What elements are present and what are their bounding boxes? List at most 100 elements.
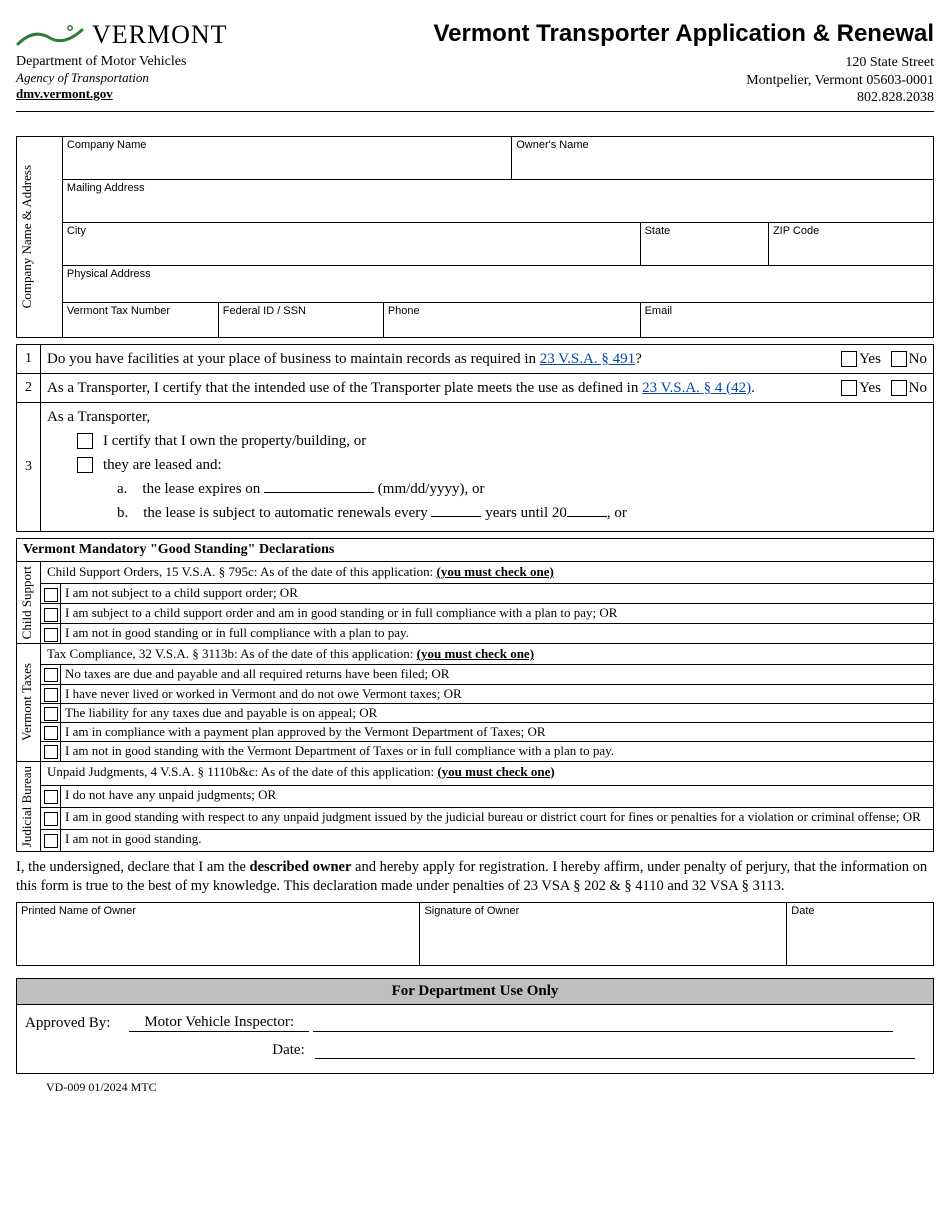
- q3-intro: As a Transporter,: [47, 405, 927, 429]
- signature-label: Signature of Owner: [420, 903, 786, 917]
- q1-cell: Do you have facilities at your place of …: [41, 344, 934, 373]
- city-cell[interactable]: City: [62, 222, 640, 265]
- company-address-table: Company Name & Address Company Name Owne…: [16, 136, 934, 338]
- form-title: Vermont Transporter Application & Renewa…: [433, 20, 934, 48]
- dept-use-header: For Department Use Only: [16, 978, 934, 1005]
- company-name-label: Company Name: [63, 137, 511, 151]
- child-support-header: Child Support Orders, 15 V.S.A. § 795c: …: [41, 562, 934, 584]
- fed-id-label: Federal ID / SSN: [219, 303, 383, 317]
- q3-lease-date-blank[interactable]: [264, 479, 374, 493]
- dept-use-body: Approved By: Motor Vehicle Inspector: Da…: [16, 1005, 934, 1074]
- q3-opt1: I certify that I own the property/buildi…: [103, 429, 366, 453]
- header: VERMONT Department of Motor Vehicles Age…: [16, 20, 934, 112]
- address-line2: Montpelier, Vermont 05603-0001: [433, 72, 934, 90]
- header-right: Vermont Transporter Application & Renewa…: [433, 20, 934, 107]
- mvi-line[interactable]: Motor Vehicle Inspector:: [129, 1016, 309, 1032]
- judicial-header: Unpaid Judgments, 4 V.S.A. § 1110b&c: As…: [41, 761, 934, 785]
- email-label: Email: [641, 303, 933, 317]
- jb-opt1-checkbox[interactable]: [44, 790, 58, 804]
- cs-opt1: I am not subject to a child support orde…: [61, 583, 934, 603]
- state-label: State: [641, 223, 768, 237]
- q3-own-checkbox[interactable]: [77, 433, 93, 449]
- mailing-address-cell[interactable]: Mailing Address: [62, 179, 933, 222]
- jb-opt3-checkbox[interactable]: [44, 834, 58, 848]
- department-name: Department of Motor Vehicles: [16, 54, 228, 70]
- mvi-blank[interactable]: [313, 1016, 893, 1032]
- good-standing-table: Vermont Mandatory "Good Standing" Declar…: [16, 538, 934, 852]
- q1-yes-checkbox[interactable]: [841, 351, 857, 367]
- tax-opt3-checkbox[interactable]: [44, 707, 58, 721]
- address-line1: 120 State Street: [433, 54, 934, 72]
- q3-opt2: they are leased and:: [103, 453, 222, 477]
- tax-opt5-checkbox[interactable]: [44, 745, 58, 759]
- zip-label: ZIP Code: [769, 223, 933, 237]
- cs-opt3: I am not in good standing or in full com…: [61, 624, 934, 644]
- tax-opt1: No taxes are due and payable and all req…: [61, 665, 934, 684]
- q3-number: 3: [17, 403, 41, 532]
- date-cell[interactable]: Date: [787, 902, 934, 965]
- owner-name-cell[interactable]: Owner's Name: [512, 136, 934, 179]
- zip-cell[interactable]: ZIP Code: [768, 222, 933, 265]
- agency-name: Agency of Transportation: [16, 70, 228, 86]
- vt-tax-cell[interactable]: Vermont Tax Number: [62, 302, 218, 337]
- q2-text: As a Transporter, I certify that the int…: [47, 378, 755, 398]
- printed-name-cell[interactable]: Printed Name of Owner: [17, 902, 420, 965]
- vermont-logo-icon: [16, 22, 86, 50]
- dept-row2: Date:: [25, 1042, 925, 1059]
- header-left: VERMONT Department of Motor Vehicles Age…: [16, 20, 228, 102]
- form-footer: VD-009 01/2024 MTC: [46, 1080, 934, 1095]
- tax-opt4-checkbox[interactable]: [44, 726, 58, 740]
- cs-opt2: I am subject to a child support order an…: [61, 604, 934, 624]
- email-cell[interactable]: Email: [640, 302, 933, 337]
- address-block: 120 State Street Montpelier, Vermont 056…: [433, 54, 934, 107]
- q1-number: 1: [17, 344, 41, 373]
- child-support-vlabel: Child Support: [17, 562, 37, 643]
- good-standing-header: Vermont Mandatory "Good Standing" Declar…: [17, 539, 934, 562]
- vt-tax-label: Vermont Tax Number: [63, 303, 218, 317]
- judicial-vlabel: Judicial Bureau: [17, 762, 37, 851]
- approved-by-label: Approved By:: [25, 1015, 110, 1031]
- tax-opt2: I have never lived or worked in Vermont …: [61, 684, 934, 703]
- q1-no-checkbox[interactable]: [891, 351, 907, 367]
- cs-opt1-checkbox[interactable]: [44, 588, 58, 602]
- signature-table: Printed Name of Owner Signature of Owner…: [16, 902, 934, 966]
- company-name-cell[interactable]: Company Name: [62, 136, 511, 179]
- jb-opt3: I am not in good standing.: [61, 829, 934, 851]
- tax-opt1-checkbox[interactable]: [44, 668, 58, 682]
- q1-link[interactable]: 23 V.S.A. § 491: [540, 351, 635, 367]
- q2-link[interactable]: 23 V.S.A. § 4 (42): [642, 380, 751, 396]
- vt-taxes-header: Tax Compliance, 32 V.S.A. § 3113b: As of…: [41, 644, 934, 665]
- jb-opt2-checkbox[interactable]: [44, 812, 58, 826]
- q2-no-checkbox[interactable]: [891, 380, 907, 396]
- printed-name-label: Printed Name of Owner: [17, 903, 419, 917]
- mailing-address-label: Mailing Address: [63, 180, 933, 194]
- phone-cell[interactable]: Phone: [383, 302, 640, 337]
- dept-date-blank[interactable]: [315, 1043, 915, 1059]
- logo-row: VERMONT: [16, 20, 228, 50]
- cs-opt2-checkbox[interactable]: [44, 608, 58, 622]
- signature-cell[interactable]: Signature of Owner: [420, 902, 787, 965]
- q2-cell: As a Transporter, I certify that the int…: [41, 373, 934, 402]
- q1-text: Do you have facilities at your place of …: [47, 349, 642, 369]
- physical-address-cell[interactable]: Physical Address: [62, 265, 933, 302]
- page: VERMONT Department of Motor Vehicles Age…: [0, 0, 950, 1125]
- website-url[interactable]: dmv.vermont.gov: [16, 86, 228, 102]
- q3-leased-checkbox[interactable]: [77, 457, 93, 473]
- q3-sub-b: b. the lease is subject to automatic ren…: [117, 501, 927, 525]
- tax-opt5: I am not in good standing with the Vermo…: [61, 742, 934, 761]
- logo-text: VERMONT: [92, 20, 228, 50]
- jb-opt1: I do not have any unpaid judgments; OR: [61, 785, 934, 807]
- q3-cell: As a Transporter, I certify that I own t…: [41, 403, 934, 532]
- tax-opt3: The liability for any taxes due and paya…: [61, 703, 934, 722]
- fed-id-cell[interactable]: Federal ID / SSN: [218, 302, 383, 337]
- q2-number: 2: [17, 373, 41, 402]
- q2-yes-checkbox[interactable]: [841, 380, 857, 396]
- tax-opt2-checkbox[interactable]: [44, 688, 58, 702]
- q3-until-year-blank[interactable]: [567, 503, 607, 517]
- jb-opt2: I am in good standing with respect to an…: [61, 807, 934, 829]
- owner-name-label: Owner's Name: [512, 137, 933, 151]
- state-cell[interactable]: State: [640, 222, 768, 265]
- q3-renewal-years-blank[interactable]: [431, 503, 481, 517]
- city-label: City: [63, 223, 640, 237]
- cs-opt3-checkbox[interactable]: [44, 628, 58, 642]
